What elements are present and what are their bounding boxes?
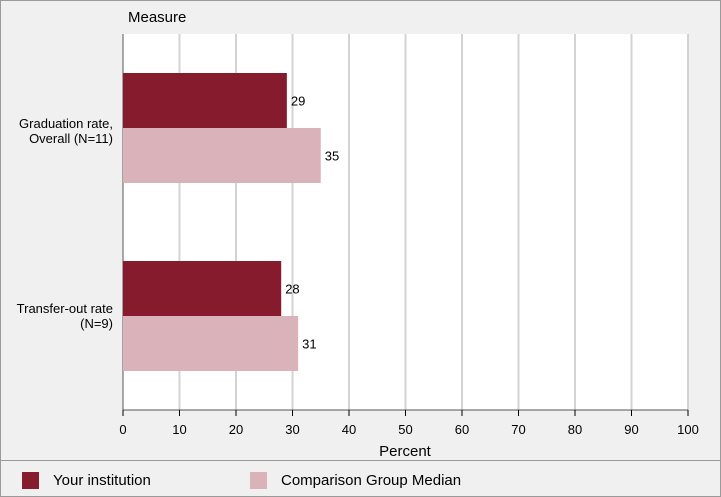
x-axis-title: Percent — [379, 443, 432, 459]
legend-item-your-institution: Your institution — [22, 472, 151, 489]
legend: Your institution Comparison Group Median — [1, 472, 720, 494]
value-label-series0-cat1: 28 — [285, 282, 299, 297]
legend-item-comparison-median: Comparison Group Median — [250, 472, 461, 489]
tick-label-30: 30 — [285, 422, 299, 437]
tick-label-80: 80 — [568, 422, 582, 437]
tick-label-60: 60 — [455, 422, 469, 437]
value-label-series1-cat0: 35 — [325, 149, 339, 164]
value-label-series1-cat1: 31 — [302, 337, 316, 352]
value-label-series0-cat0: 29 — [291, 94, 305, 109]
tick-label-20: 20 — [229, 422, 243, 437]
legend-swatch-your-institution — [22, 472, 39, 489]
tick-label-0: 0 — [119, 422, 126, 437]
category-label-transfer: Transfer-out rate (N=9) — [5, 301, 113, 331]
category-label-line1: Transfer-out rate — [16, 301, 113, 316]
category-label-line2: Overall (N=11) — [29, 131, 113, 146]
legend-swatch-comparison-median — [250, 472, 267, 489]
tick-label-40: 40 — [342, 422, 356, 437]
tick-label-50: 50 — [398, 422, 412, 437]
tick-label-90: 90 — [624, 422, 638, 437]
bar-series1-cat0 — [123, 128, 321, 183]
legend-divider — [1, 460, 720, 461]
tick-label-70: 70 — [511, 422, 525, 437]
y-axis-title: Measure — [128, 9, 186, 26]
category-label-line2: (N=9) — [80, 316, 113, 331]
category-label-line1: Graduation rate, — [19, 116, 113, 131]
legend-label: Your institution — [53, 472, 151, 489]
tick-label-100: 100 — [677, 422, 699, 437]
bar-series1-cat1 — [123, 316, 299, 371]
bar-series0-cat0 — [123, 73, 287, 128]
category-label-graduation: Graduation rate, Overall (N=11) — [5, 116, 113, 146]
bar-series0-cat1 — [123, 261, 282, 316]
legend-label: Comparison Group Median — [281, 472, 462, 489]
tick-label-10: 10 — [172, 422, 186, 437]
